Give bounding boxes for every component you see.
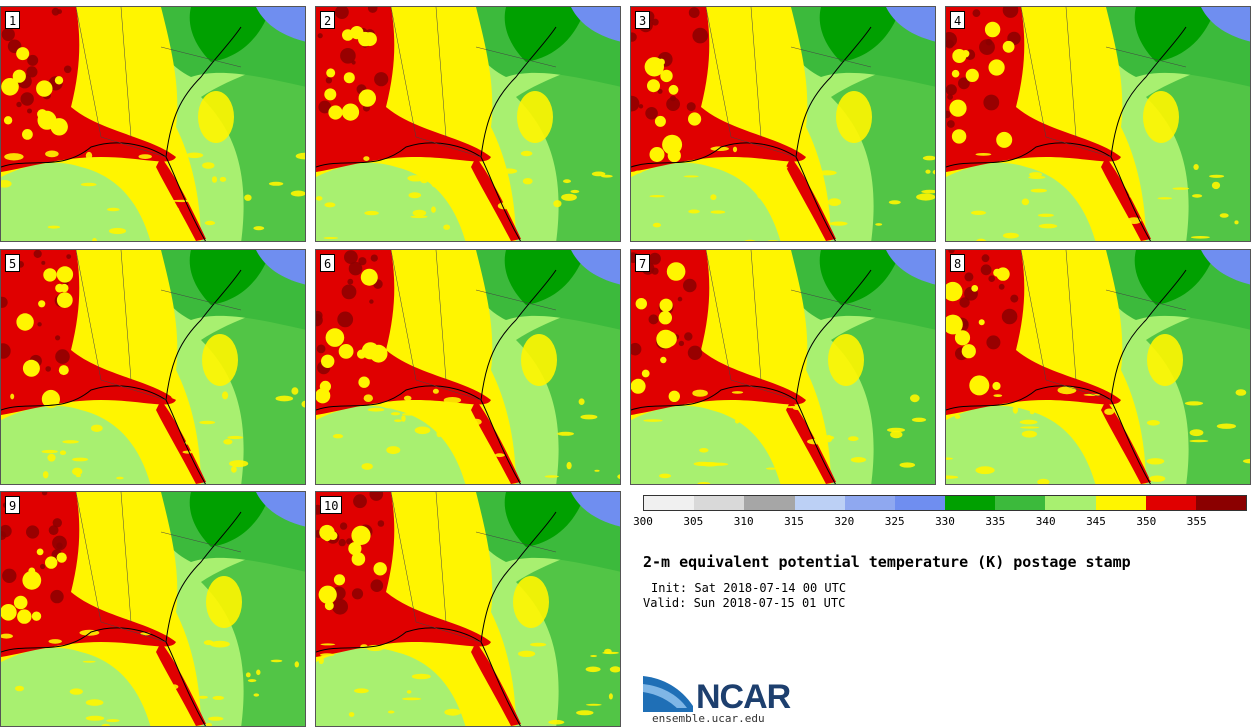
map-panel-4: 4 [945, 6, 1251, 242]
figure-title: 2-m equivalent potential temperature (K)… [643, 553, 1131, 571]
member-label: 3 [635, 11, 651, 29]
colorbar-segment [794, 496, 845, 510]
map-panel-5: 5 [0, 249, 306, 485]
map-1 [1, 7, 305, 241]
colorbar-tick-labels: 300 305 310 315 320 325 330 335 340 345 350 355 [633, 515, 1260, 529]
member-label: 10 [320, 496, 343, 514]
colorbar-segment [945, 496, 996, 510]
colorbar-segment [744, 496, 795, 510]
colorbar [643, 495, 1247, 511]
colorbar-tick-label: 355 [1186, 515, 1207, 528]
colorbar-tick-label: 345 [1086, 515, 1106, 528]
map-panel-1: 1 [0, 6, 306, 242]
map-panel-2: 2 [315, 6, 621, 242]
member-label: 4 [950, 11, 966, 29]
member-label: 7 [635, 254, 651, 272]
colorbar-segment [1095, 496, 1146, 510]
map-panel-10: 10 [315, 491, 621, 727]
colorbar-segment [1045, 496, 1096, 510]
colorbar-segment [844, 496, 895, 510]
site-url: ensemble.ucar.edu [652, 712, 765, 725]
member-label: 2 [320, 11, 336, 29]
member-label: 6 [320, 254, 336, 272]
member-label: 8 [950, 254, 966, 272]
map-panel-7: 7 [630, 249, 936, 485]
colorbar-segment [894, 496, 946, 510]
colorbar-tick-label: 305 [683, 515, 704, 528]
ncar-logo-icon [643, 676, 693, 712]
colorbar-tick-label: 350 [1136, 515, 1157, 528]
colorbar-tick-label: 315 [784, 515, 804, 528]
map-panel-9: 9 [0, 491, 306, 727]
colorbar-segment [1145, 496, 1196, 510]
colorbar-tick-label: 335 [985, 515, 1006, 528]
colorbar-tick-label: 330 [935, 515, 955, 528]
colorbar-segment [995, 496, 1046, 510]
map-7 [631, 250, 935, 484]
logo-text: NCAR [696, 678, 791, 716]
colorbar-tick-label: 325 [884, 515, 905, 528]
colorbar-tick-label: 320 [834, 515, 855, 528]
member-label: 9 [5, 496, 21, 514]
map-panel-6: 6 [315, 249, 621, 485]
map-5 [1, 250, 305, 484]
map-panel-8: 8 [945, 249, 1251, 485]
map-6 [316, 250, 620, 484]
map-4 [946, 7, 1250, 241]
colorbar-tick-label: 310 [733, 515, 754, 528]
member-label: 1 [5, 11, 21, 29]
map-panel-3: 3 [630, 6, 936, 242]
colorbar-segment [694, 496, 745, 510]
colorbar-segment [1195, 496, 1247, 510]
map-10 [316, 492, 620, 726]
map-8 [946, 250, 1250, 484]
init-time: Init: Sat 2018-07-14 00 UTC [651, 581, 847, 595]
map-9 [1, 492, 305, 726]
colorbar-tick-label: 340 [1035, 515, 1056, 528]
map-3 [631, 7, 935, 241]
map-2 [316, 7, 620, 241]
member-label: 5 [5, 254, 21, 272]
colorbar-segment [644, 496, 695, 510]
valid-time: Valid: Sun 2018-07-15 01 UTC [643, 596, 846, 610]
colorbar-tick-label: 300 [633, 515, 653, 528]
